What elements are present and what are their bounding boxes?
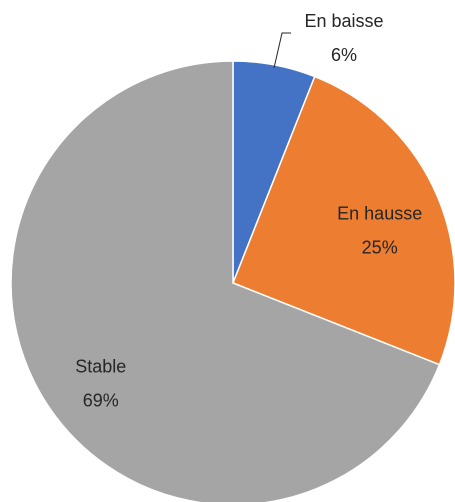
slice-label: En hausse — [337, 203, 422, 223]
pie-slice — [232, 75, 455, 366]
pie-slice — [10, 60, 441, 502]
slice-label: En baisse — [305, 11, 384, 31]
value-label: 69% — [83, 391, 119, 411]
leader-line — [273, 32, 292, 68]
value-label: 25% — [362, 237, 398, 257]
value-label: 6% — [331, 45, 357, 65]
slice-label: Stable — [75, 357, 126, 377]
